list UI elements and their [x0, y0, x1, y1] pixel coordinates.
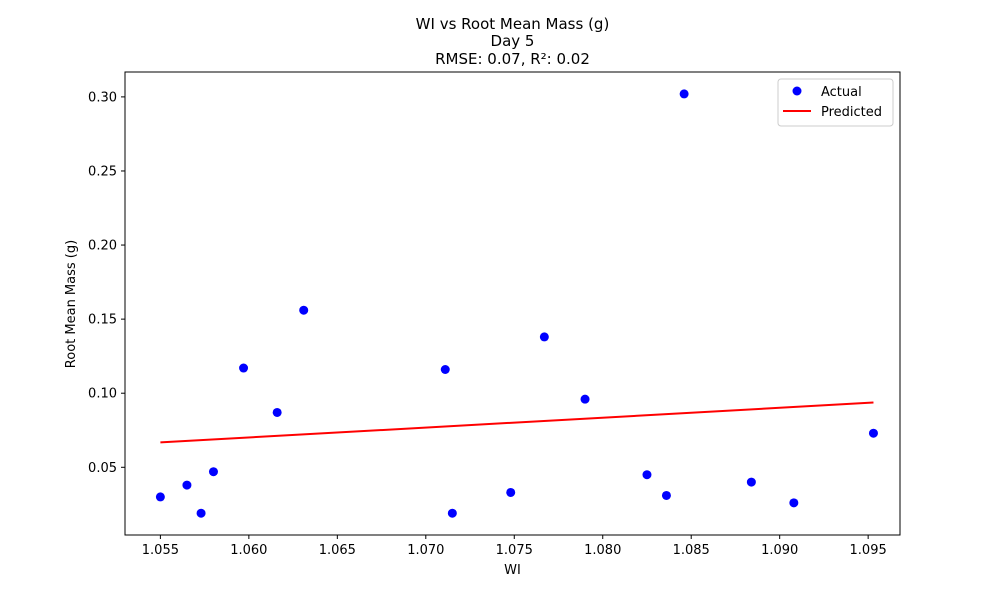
legend-marker-actual	[792, 86, 802, 96]
actual-series	[155, 89, 878, 518]
x-tick-label: 1.070	[407, 543, 444, 558]
data-point	[642, 470, 652, 480]
data-point	[196, 508, 206, 518]
legend: Actual Predicted	[777, 78, 894, 127]
legend-label-predicted: Predicted	[821, 105, 882, 120]
plot-frame	[124, 71, 901, 536]
legend-box	[777, 78, 894, 127]
y-tick-label: 0.10	[88, 387, 117, 402]
x-tick-label: 1.090	[761, 543, 798, 558]
chart-title: WI vs Root Mean Mass (g)	[416, 15, 610, 33]
x-axis-ticks: 1.055 1.060 1.065 1.070 1.075 1.080 1.085 1.090…	[142, 535, 887, 558]
y-axis-label: Root Mean Mass (g)	[64, 240, 79, 368]
data-point	[155, 492, 165, 502]
y-tick-label: 0.25	[88, 164, 117, 179]
y-tick-label: 0.30	[88, 90, 117, 105]
data-point	[440, 365, 450, 375]
x-tick-label: 1.095	[850, 543, 887, 558]
data-point	[661, 490, 671, 500]
data-point	[299, 305, 309, 315]
data-point	[239, 363, 249, 373]
predicted-line	[160, 401, 874, 444]
data-point	[272, 407, 282, 417]
y-tick-label: 0.15	[88, 313, 117, 328]
data-point	[580, 394, 590, 404]
data-point	[789, 498, 799, 508]
x-tick-label: 1.060	[230, 543, 267, 558]
data-point	[868, 428, 878, 438]
chart-subtitle: Day 5	[491, 32, 535, 50]
x-axis-label: WI	[504, 563, 521, 578]
x-tick-label: 1.055	[142, 543, 179, 558]
legend-label-actual: Actual	[821, 85, 862, 100]
chart-metrics: RMSE: 0.07, R²: 0.02	[435, 50, 590, 68]
data-point	[447, 508, 457, 518]
y-tick-label: 0.05	[88, 461, 117, 476]
x-tick-label: 1.080	[584, 543, 621, 558]
data-point	[208, 467, 218, 477]
y-axis-ticks: 0.05 0.10 0.15 0.20 0.25 0.30	[88, 90, 125, 476]
predicted-series	[160, 401, 874, 444]
data-point	[679, 89, 689, 99]
data-point	[746, 477, 756, 487]
data-point	[506, 487, 516, 497]
x-tick-label: 1.085	[673, 543, 710, 558]
data-point	[539, 332, 549, 342]
y-tick-label: 0.20	[88, 239, 117, 254]
data-point	[182, 480, 192, 490]
x-tick-label: 1.075	[496, 543, 533, 558]
x-tick-label: 1.065	[319, 543, 356, 558]
